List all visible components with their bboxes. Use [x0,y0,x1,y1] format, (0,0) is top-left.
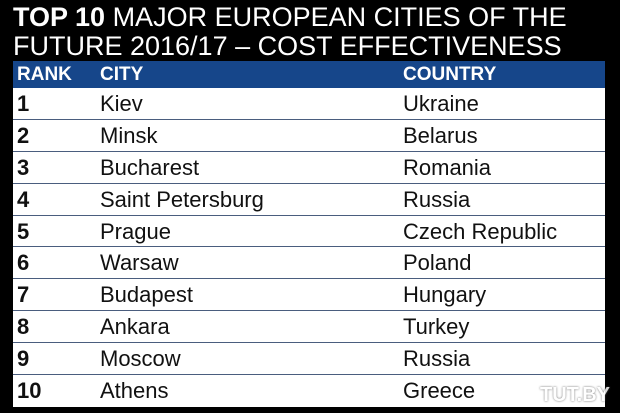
ranking-table: RANK CITY COUNTRY 1 Kiev Ukraine 2 Minsk… [13,61,605,407]
table-row: 4 Saint Petersburg Russia [13,184,605,216]
title-rest: MAJOR EUROPEAN CITIES OF THE [105,2,567,32]
title-line-1: TOP 10 MAJOR EUROPEAN CITIES OF THE [13,3,613,32]
rank-cell: 3 [17,154,30,180]
title-bold: TOP 10 [13,2,106,32]
page-title: TOP 10 MAJOR EUROPEAN CITIES OF THE FUTU… [13,3,613,61]
rank-cell: 6 [17,250,30,276]
table-body: 1 Kiev Ukraine 2 Minsk Belarus 3 Buchare… [13,88,605,407]
country-cell: Poland [403,250,472,276]
country-cell: Greece [403,378,476,404]
country-cell: Romania [403,154,492,180]
city-cell: Saint Petersburg [100,186,264,212]
table-row: 9 Moscow Russia [13,343,605,376]
country-cell: Czech Republic [403,218,558,244]
table-row: 1 Kiev Ukraine [13,88,605,120]
table-row: 5 Prague Czech Republic [13,216,605,248]
country-cell: Ukraine [403,91,479,116]
watermark-logo: TUT.BY [540,384,610,406]
city-cell: Warsaw [100,250,179,276]
city-cell: Prague [100,218,171,244]
header-city: CITY [100,64,144,85]
title-line-2: FUTURE 2016/17 – COST EFFECTIVENESS [13,31,562,61]
rank-cell: 2 [17,122,30,148]
table-row: 2 Minsk Belarus [13,120,605,152]
table-header: RANK CITY COUNTRY [13,61,605,88]
header-rank: RANK [17,64,72,85]
country-cell: Hungary [403,282,487,308]
table-row: 8 Ankara Turkey [13,311,605,344]
city-cell: Ankara [100,314,170,340]
country-cell: Russia [403,186,471,212]
country-cell: Belarus [403,122,478,148]
table-row: 7 Budapest Hungary [13,279,605,312]
country-cell: Russia [403,346,471,372]
header-country: COUNTRY [403,64,497,85]
city-cell: Kiev [100,91,143,116]
rank-cell: 7 [17,282,30,308]
rank-cell: 10 [17,378,42,404]
table-row: 10 Athens Greece [13,375,605,407]
city-cell: Minsk [100,122,158,148]
city-cell: Athens [100,378,169,404]
table-row: 6 Warsaw Poland [13,247,605,280]
rank-cell: 1 [17,91,30,116]
city-cell: Budapest [100,282,193,308]
rank-cell: 5 [17,218,30,244]
table-row: 3 Bucharest Romania [13,152,605,184]
rank-cell: 9 [17,346,30,372]
city-cell: Moscow [100,346,181,372]
city-cell: Bucharest [100,154,200,180]
rank-cell: 8 [17,314,30,340]
country-cell: Turkey [403,314,470,340]
rank-cell: 4 [17,186,30,212]
